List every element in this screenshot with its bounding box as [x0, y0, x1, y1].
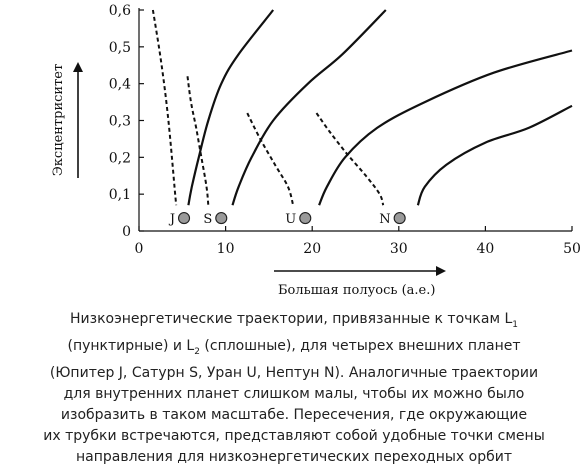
- planet-label: U: [285, 212, 296, 227]
- planet-label: S: [203, 212, 212, 227]
- trajectory-curves: [151, 9, 573, 206]
- x-tick-label: 50: [563, 241, 581, 257]
- l1-trajectory-u: [246, 112, 295, 206]
- planet-label: J: [168, 212, 175, 227]
- y-axis-arrowhead: [73, 62, 83, 72]
- y-tick-label: 0,4: [109, 77, 131, 93]
- l2-trajectory-u: [318, 49, 573, 206]
- l2-trajectory-n: [416, 104, 573, 206]
- planet-label: N: [379, 212, 390, 227]
- x-axis-label: Большая полуось (а.е.): [278, 283, 435, 298]
- planet-marker-n: [393, 212, 406, 225]
- axes: 0 0,1 0,2 0,3 0,4 0,5 0,6 0 10 20 30 40 50: [109, 3, 581, 257]
- caption-line-7: направления для низкоэнергетических пере…: [75, 448, 513, 465]
- x-axis-arrowhead: [436, 266, 446, 276]
- x-tick-label: 10: [217, 241, 235, 257]
- y-axis-label: Эксцентриситет: [51, 64, 66, 176]
- y-tick-label: 0,6: [109, 3, 131, 19]
- x-tick-label: 0: [135, 241, 144, 257]
- y-tick-label: 0: [122, 224, 131, 240]
- y-tick-label: 0,3: [109, 114, 131, 130]
- caption-line-5: изобразить в таком масштабе. Пересечения…: [60, 406, 528, 423]
- l1-trajectory-n: [315, 112, 385, 206]
- l1-trajectory-s: [186, 76, 210, 206]
- planet-marker-j: [177, 212, 191, 225]
- caption-line-2: (пунктирные) и L2 (сплошные), для четыре…: [67, 337, 521, 357]
- caption-line-4: для внутренних планет слишком малы, чтоб…: [63, 385, 525, 402]
- caption-line-6: их трубки встречаются, представляют собо…: [43, 427, 545, 444]
- y-tick-label: 0,5: [109, 40, 131, 56]
- x-tick-label: 40: [476, 241, 494, 257]
- figure-caption: Низкоэнергетические траектории, привязан…: [0, 309, 588, 468]
- l1-trajectory-j: [151, 9, 178, 206]
- x-tick-label: 20: [303, 241, 321, 257]
- l2-trajectory-j: [187, 9, 275, 206]
- planet-marker-u: [299, 212, 312, 225]
- planet-marker-s: [215, 212, 228, 225]
- caption-line-1: Низкоэнергетические траектории, привязан…: [70, 311, 518, 330]
- l2-trajectory-s: [231, 9, 387, 206]
- caption-line-3: (Юпитер J, Сатурн S, Уран U, Нептун N). …: [49, 364, 539, 381]
- x-tick-label: 30: [390, 241, 408, 257]
- y-tick-label: 0,1: [109, 187, 131, 203]
- y-tick-label: 0,2: [109, 150, 131, 166]
